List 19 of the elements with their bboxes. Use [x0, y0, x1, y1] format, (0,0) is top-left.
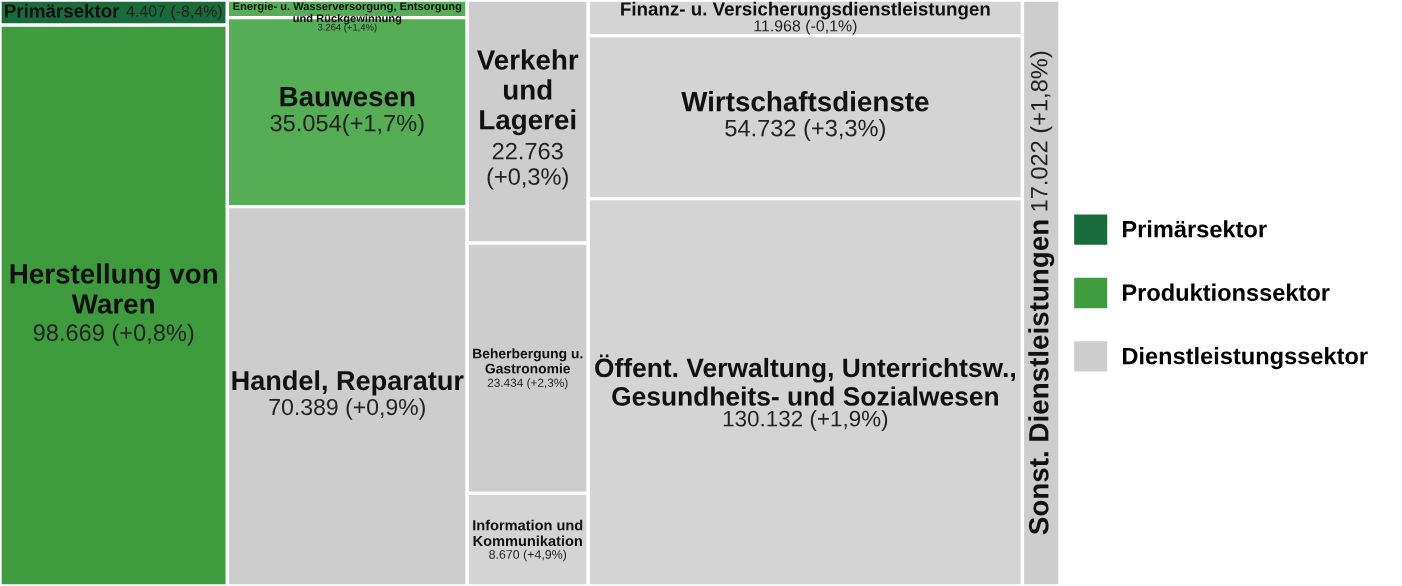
data-label: 70.389 (+0,9%)	[269, 398, 425, 420]
legend-label: Produktionssektor	[1122, 283, 1330, 301]
category-label: Verkehr und Lagerei	[476, 49, 579, 136]
data-label: 17.022 (+1,8%)	[1030, 51, 1053, 211]
category-label: Wirtschaftsdienste	[681, 91, 929, 112]
data-label: 130.132 (+1,9%)	[723, 410, 888, 431]
data-label: 98.669 (+0,8%)	[33, 323, 194, 346]
data-label: 35.054(+1,7%)	[270, 114, 424, 137]
data-label: 54.732 (+3,3%)	[725, 119, 885, 142]
category-label: Herstellung von Waren	[10, 263, 217, 314]
data-label: 22.763 (+0,3%)	[487, 142, 568, 190]
category-label: Finanz- u. Versicherungsdienstleistungen	[621, 1, 990, 20]
legend-label: Dienstleistungssektor	[1122, 347, 1368, 370]
legend-label: Primärsektor	[1122, 220, 1267, 238]
category-label: Handel, Reparatur	[232, 370, 464, 396]
category-label: Öffent. Verwaltung, Unterrichtsw., Gesundheits- und Sozialwesen	[595, 354, 1015, 406]
category-label: Bauwesen	[280, 87, 415, 107]
category-label: Sonst. Dienstleistungen	[1028, 220, 1055, 535]
category-label: Primärsektor	[5, 3, 120, 18]
